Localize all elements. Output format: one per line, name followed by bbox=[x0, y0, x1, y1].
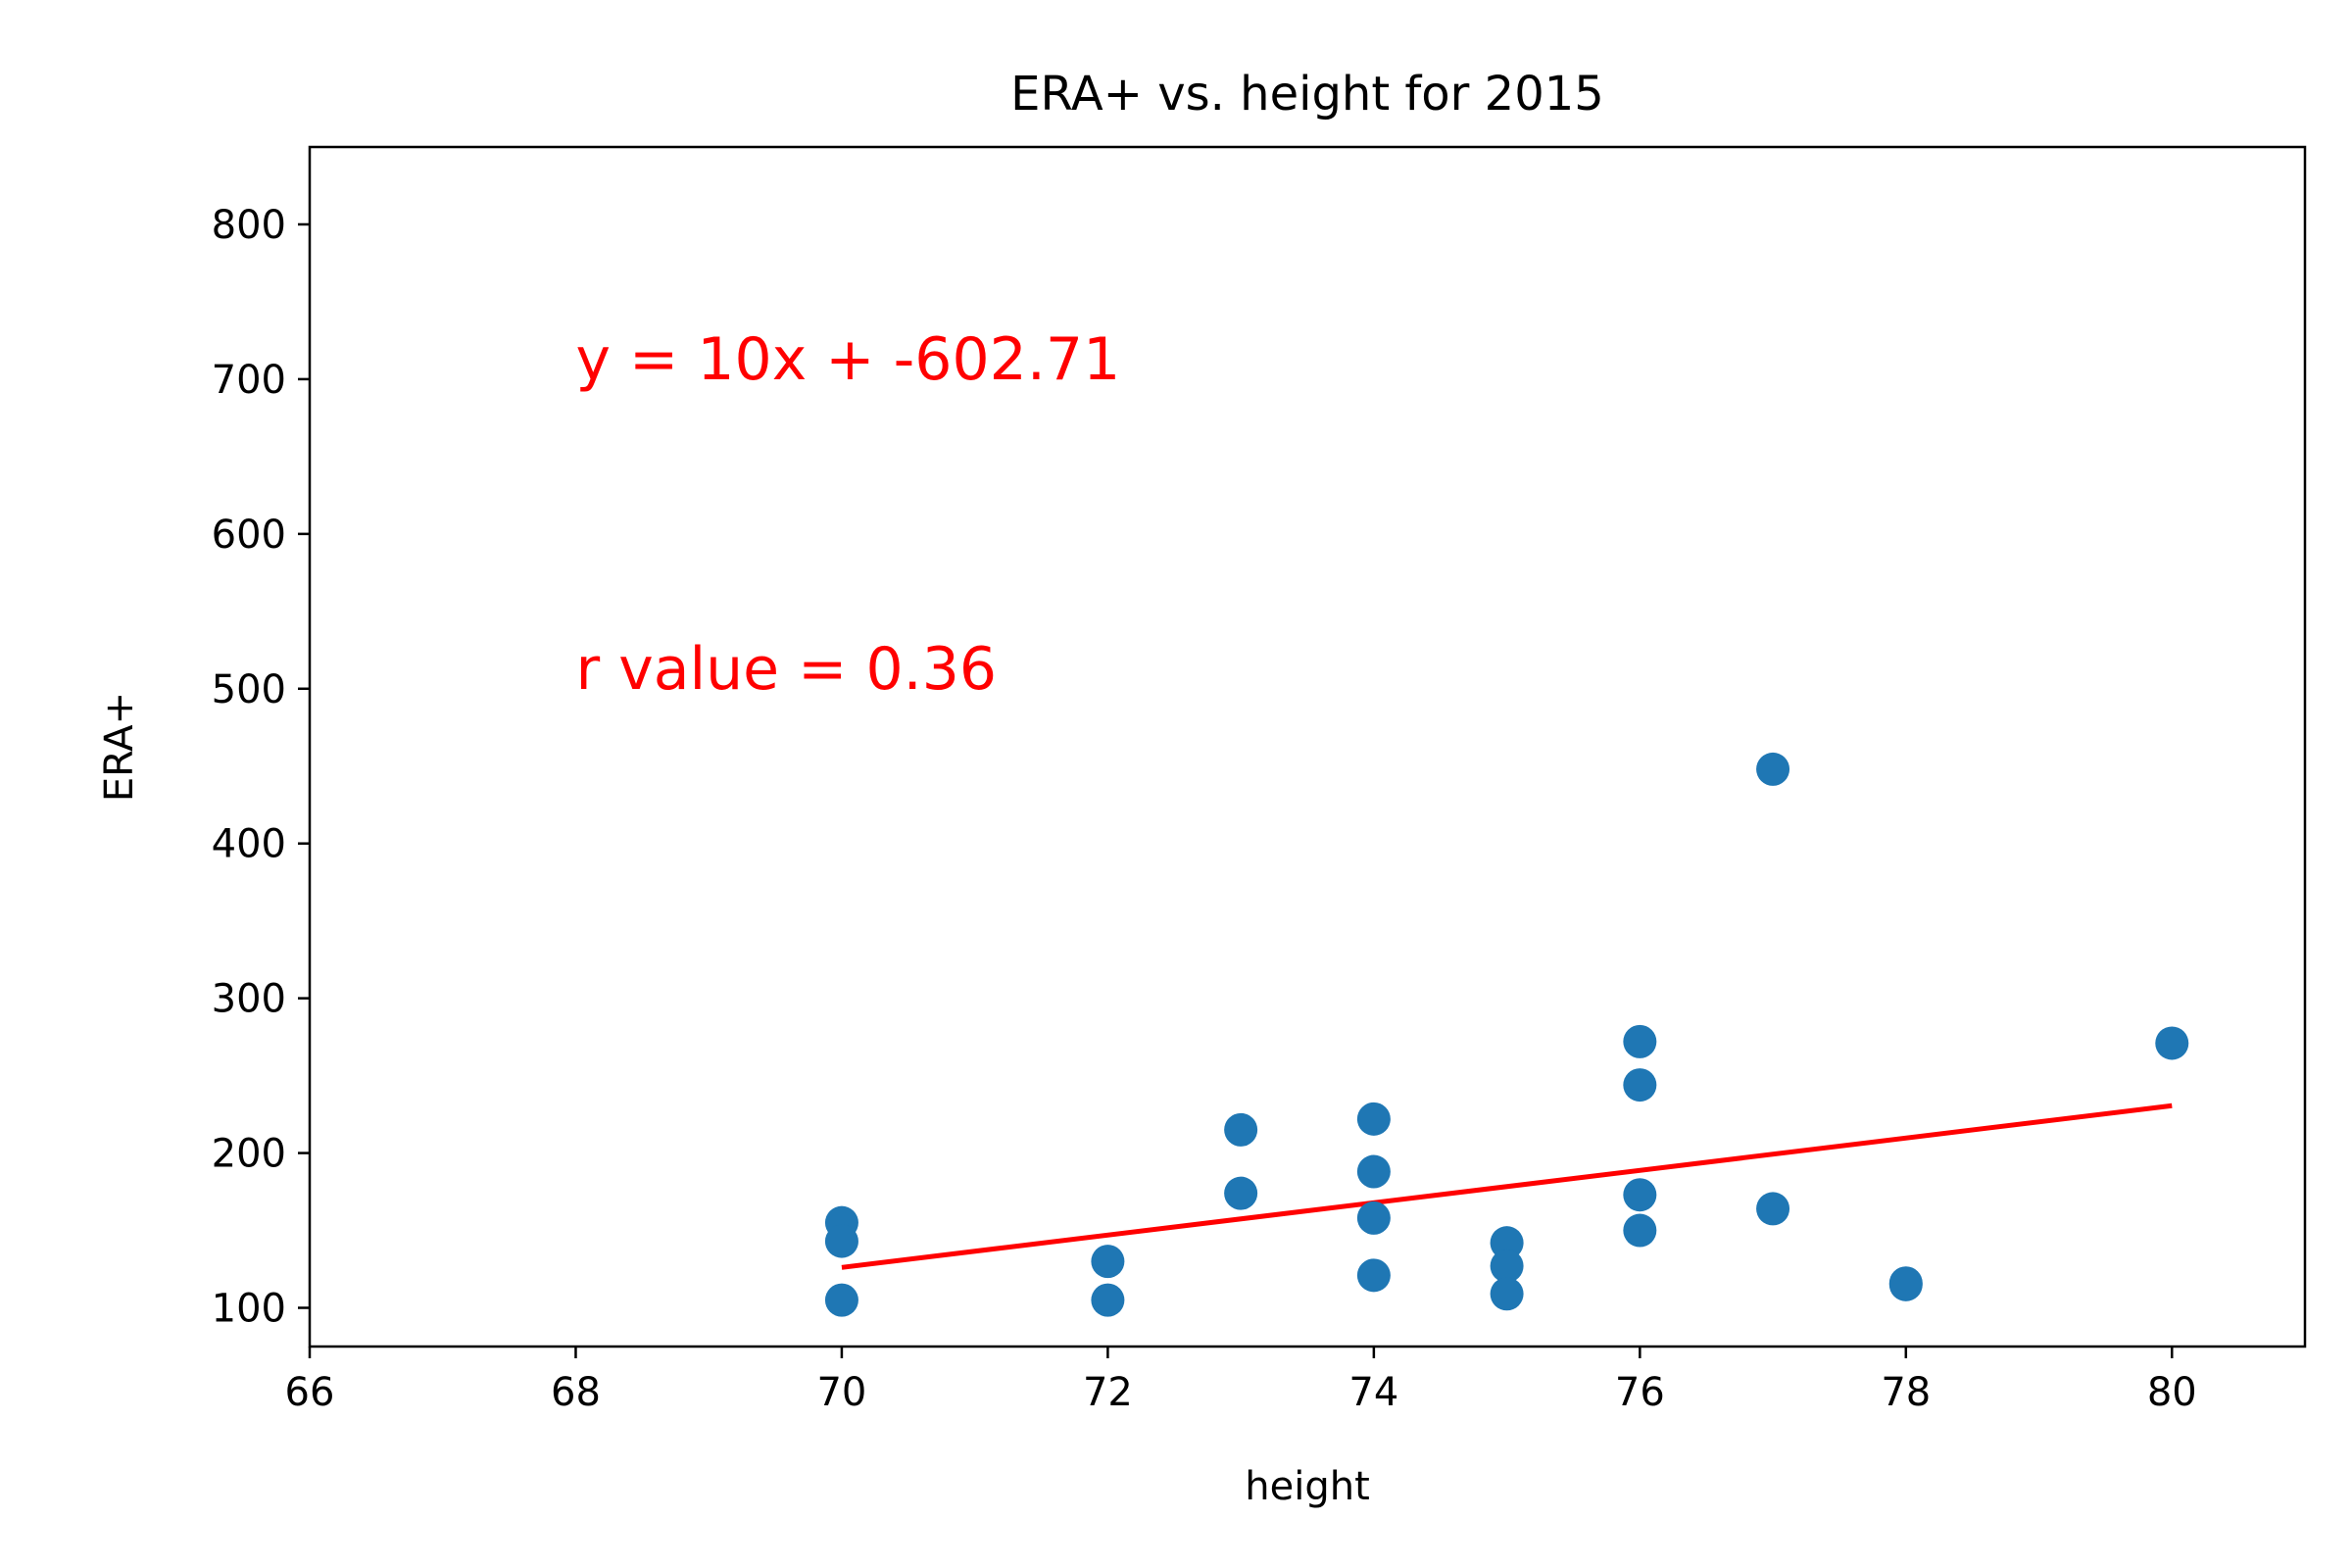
scatter-point bbox=[824, 1283, 858, 1317]
scatter-point bbox=[1623, 1068, 1657, 1102]
scatter-point bbox=[1623, 1178, 1657, 1212]
scatter-point bbox=[1623, 1024, 1657, 1058]
regression-line bbox=[841, 1102, 2173, 1270]
x-tick-label: 74 bbox=[1348, 1370, 1398, 1415]
x-axis-title: height bbox=[1245, 1464, 1370, 1509]
y-tick-label: 600 bbox=[212, 513, 286, 558]
scatter-point bbox=[824, 1224, 858, 1258]
y-axis-title: ERA+ bbox=[97, 692, 142, 802]
x-tick-label: 78 bbox=[1881, 1370, 1931, 1415]
scatter-point bbox=[1490, 1277, 1524, 1311]
scatter-point bbox=[1756, 752, 1790, 786]
y-tick-label: 800 bbox=[212, 203, 286, 248]
x-tick-label: 68 bbox=[551, 1370, 601, 1415]
annotation-text: y = 10x + -602.71 bbox=[575, 325, 1120, 394]
annotation-text: r value = 0.36 bbox=[575, 635, 997, 704]
scatter-point bbox=[1756, 1192, 1790, 1226]
scatter-point bbox=[1356, 1200, 1391, 1235]
scatter-point bbox=[1356, 1102, 1391, 1136]
y-tick-label: 500 bbox=[212, 667, 286, 712]
x-tick-label: 70 bbox=[816, 1370, 866, 1415]
chart-title: ERA+ vs. height for 2015 bbox=[1010, 67, 1604, 122]
scatter-point bbox=[1888, 1267, 1923, 1301]
scatter-point bbox=[1490, 1249, 1524, 1283]
x-tick-label: 66 bbox=[285, 1370, 335, 1415]
scatter-point bbox=[1224, 1112, 1258, 1147]
x-tick-label: 80 bbox=[2147, 1370, 2197, 1415]
y-tick-label: 700 bbox=[212, 358, 286, 403]
y-tick-label: 100 bbox=[212, 1287, 286, 1332]
plot-area-frame bbox=[308, 145, 2307, 1348]
scatter-point bbox=[1224, 1176, 1258, 1210]
scatter-point bbox=[1623, 1213, 1657, 1248]
scatter-point bbox=[2155, 1026, 2189, 1060]
scatter-point bbox=[1356, 1258, 1391, 1293]
x-tick-label: 72 bbox=[1083, 1370, 1133, 1415]
scatter-point bbox=[1490, 1226, 1524, 1260]
scatter-point bbox=[1091, 1245, 1125, 1279]
y-tick-label: 400 bbox=[212, 822, 286, 867]
scatter-point bbox=[1356, 1154, 1391, 1189]
x-tick-label: 76 bbox=[1615, 1370, 1665, 1415]
y-tick-label: 300 bbox=[212, 977, 286, 1022]
y-tick-label: 200 bbox=[212, 1132, 286, 1177]
scatter-point bbox=[1091, 1283, 1125, 1317]
